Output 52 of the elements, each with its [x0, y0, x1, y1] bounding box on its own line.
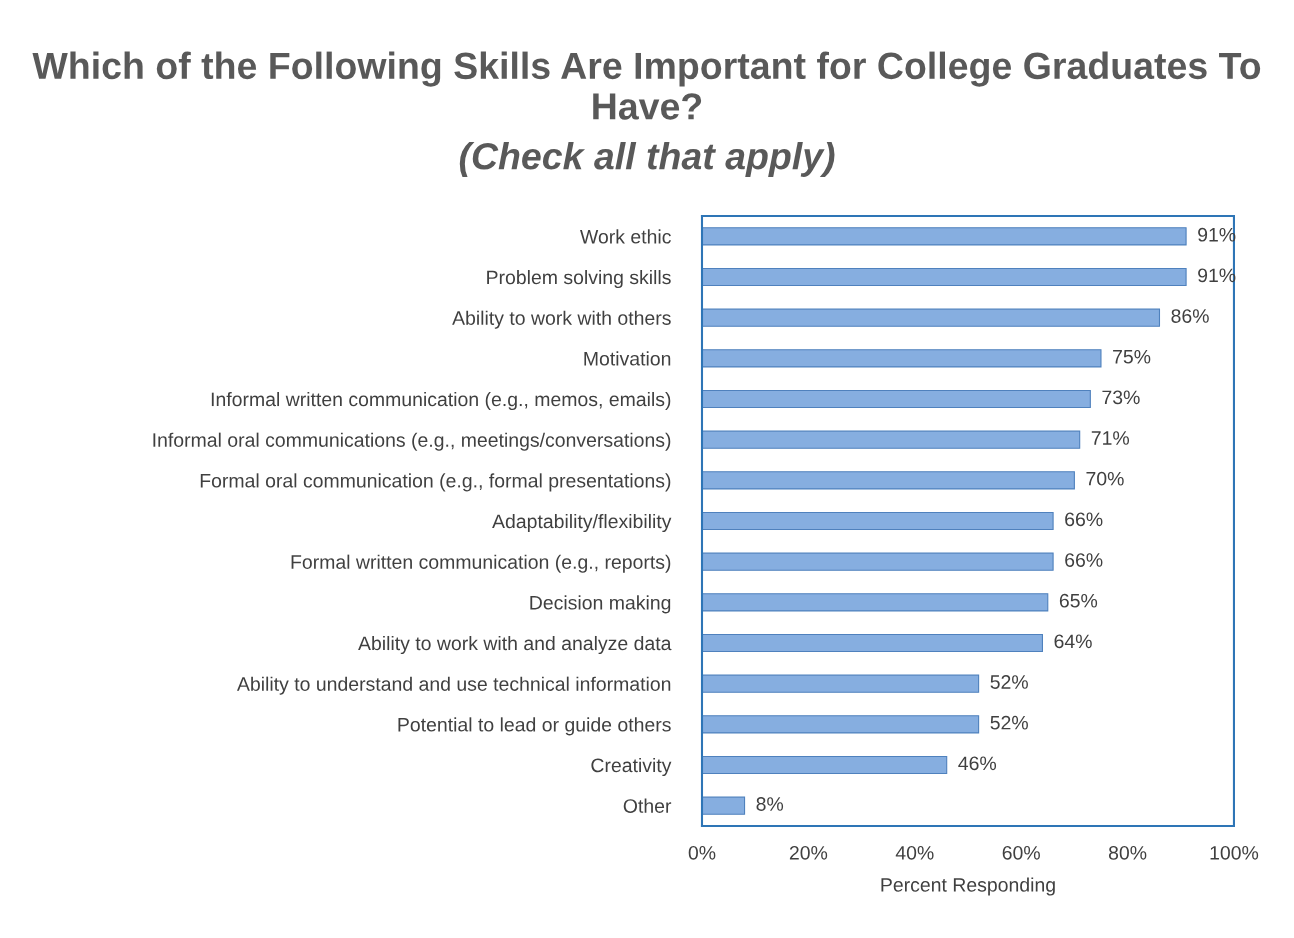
x-tick-label: 60%	[1002, 845, 1040, 860]
bar	[701, 349, 1102, 368]
y-tick-label: Formal written communication (e.g., reports)	[291, 554, 671, 573]
data-label: 66%	[1065, 553, 1103, 567]
x-tick-label: 100%	[1210, 845, 1259, 860]
data-label: 75%	[1113, 349, 1151, 364]
bar	[701, 755, 948, 775]
data-label: 52%	[990, 715, 1028, 730]
y-tick-label: Work ethic	[580, 229, 671, 244]
chart-title: Which of the Following Skills Are Important for College Graduates To Have?	[32, 51, 1261, 120]
data-label: 73%	[1102, 390, 1140, 405]
bar	[701, 267, 1187, 287]
data-label: 46%	[958, 756, 997, 771]
bar	[701, 430, 1081, 449]
y-tick-label: Ability to work with and analyze data	[358, 635, 672, 655]
data-label: 71%	[1091, 431, 1130, 445]
data-label: 52%	[990, 675, 1028, 689]
y-tick-label: Informal written communication (e.g., memos, emails)	[211, 391, 671, 411]
bar	[701, 511, 1054, 531]
data-label: 86%	[1171, 309, 1209, 323]
x-tick-label: 40%	[895, 845, 934, 860]
y-tick-label: Motivation	[584, 351, 671, 366]
y-tick-label: Adaptability/flexibility	[492, 513, 672, 533]
bar	[701, 715, 980, 734]
bar	[701, 389, 1091, 409]
y-tick-label: Informal oral communications (e.g., meetings/conversations)	[153, 432, 671, 451]
y-tick-label: Potential to lead or guide others	[398, 717, 671, 736]
y-tick-label: Ability to understand and use technical information	[236, 676, 671, 695]
bar	[701, 552, 1054, 571]
y-tick-label: Other	[623, 798, 672, 813]
bar	[701, 674, 980, 693]
y-tick-label: Problem solving skills	[487, 269, 671, 289]
x-tick-label: 80%	[1108, 845, 1147, 860]
chart-subtitle: (Check all that apply)	[459, 141, 835, 177]
data-label: 8%	[756, 797, 784, 811]
data-label: 66%	[1065, 512, 1103, 527]
bar	[701, 471, 1075, 490]
data-label: 70%	[1086, 471, 1124, 486]
x-axis-title: Percent Responding	[881, 877, 1055, 896]
x-tick-label: 0%	[688, 845, 716, 860]
y-tick-label: Creativity	[591, 757, 672, 777]
bar	[701, 308, 1161, 327]
data-label: 64%	[1054, 634, 1092, 649]
y-tick-label: Formal oral communication (e.g., formal presentations)	[200, 473, 671, 492]
bar	[701, 227, 1187, 246]
y-tick-label: Ability to work with others	[452, 310, 671, 329]
y-tick-label: Decision making	[530, 595, 671, 614]
bar	[701, 796, 746, 815]
bar	[701, 593, 1049, 612]
data-label: 65%	[1059, 593, 1098, 608]
bar	[701, 633, 1044, 653]
x-tick-label: 20%	[789, 845, 828, 860]
